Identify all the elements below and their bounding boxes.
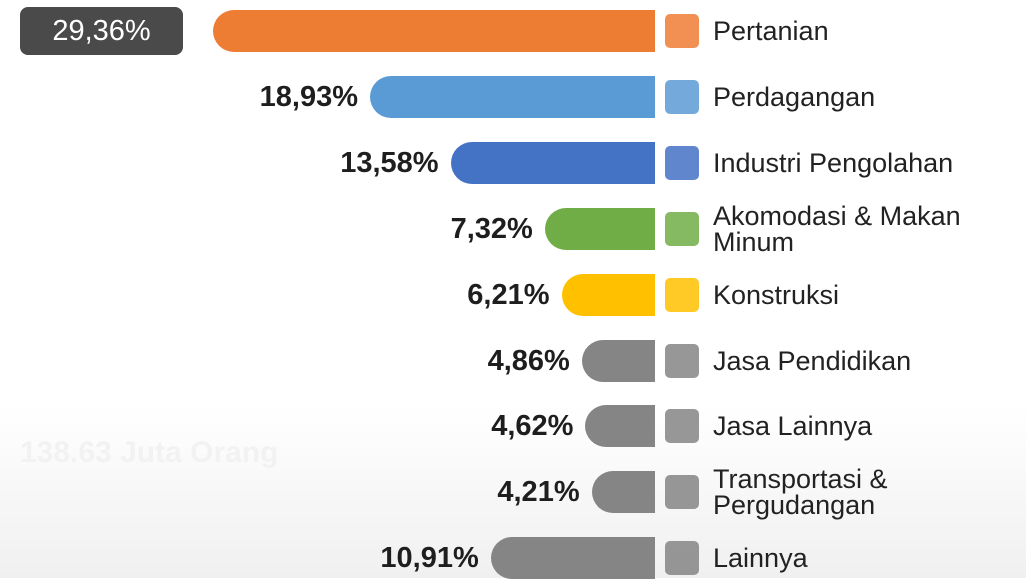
bar	[562, 274, 655, 316]
bar	[370, 76, 655, 118]
annotation: 138.63 Juta Orang	[20, 436, 278, 470]
category-label: Konstruksi	[713, 265, 1026, 325]
category-label: Lainnya	[713, 528, 1026, 588]
icon	[665, 80, 699, 114]
value-label: 4,62%	[373, 405, 573, 447]
category-label: Akomodasi & Makan Minum	[713, 199, 1026, 259]
icon	[665, 475, 699, 509]
category-label: Pertanian	[713, 1, 1026, 61]
bar	[491, 537, 655, 579]
bar	[451, 142, 655, 184]
page: 138.63 Juta Orang 29,36% Pertanian 18,93% P…	[0, 0, 1026, 578]
bar	[545, 208, 655, 250]
category-label: Industri Pengolahan	[713, 133, 1026, 193]
value-label: 4,21%	[380, 471, 580, 513]
icon	[665, 146, 699, 180]
icon	[665, 541, 699, 575]
value-label: 13,58%	[239, 142, 439, 184]
bar	[213, 10, 655, 52]
value-label: 4,86%	[370, 340, 570, 382]
value-label: 29,36%	[20, 7, 183, 55]
icon	[665, 14, 699, 48]
icon	[665, 409, 699, 443]
icon	[665, 344, 699, 378]
value-label: 7,32%	[333, 208, 533, 250]
value-label: 10,91%	[279, 537, 479, 579]
icon	[665, 212, 699, 246]
category-label: Transportasi & Pergudangan	[713, 462, 1026, 522]
bar	[585, 405, 655, 447]
bar	[582, 340, 655, 382]
category-label: Jasa Lainnya	[713, 396, 1026, 456]
value-label: 6,21%	[350, 274, 550, 316]
category-label: Jasa Pendidikan	[713, 331, 1026, 391]
value-label: 18,93%	[158, 76, 358, 118]
bar	[592, 471, 655, 513]
icon	[665, 278, 699, 312]
category-label: Perdagangan	[713, 67, 1026, 127]
